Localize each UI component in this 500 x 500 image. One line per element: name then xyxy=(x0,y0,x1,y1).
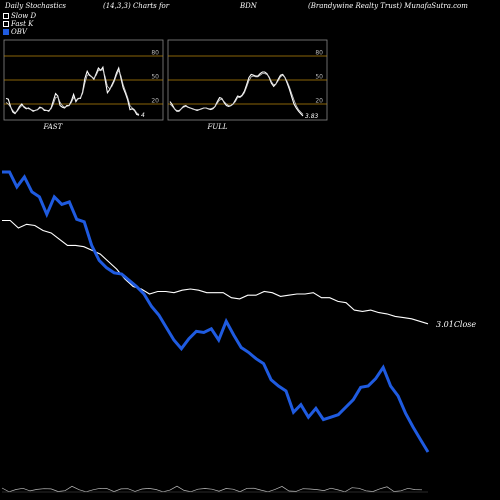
legend-obv: OBV xyxy=(3,28,27,36)
tick-label: 20 xyxy=(315,98,323,105)
stoch-line xyxy=(169,73,304,115)
volume-trace xyxy=(1,485,423,493)
chart-title: Daily Stochastics xyxy=(5,2,67,10)
company-name: (Brandywine Realty Trust) MunafaSutra.co… xyxy=(308,2,468,10)
legend-swatch xyxy=(3,29,9,35)
close-line xyxy=(2,219,429,325)
close-value-label: 3.01Close xyxy=(436,320,476,329)
legend-label: Slow D xyxy=(11,12,37,20)
panel-label: FULL xyxy=(207,123,228,131)
tick-label: 80 xyxy=(151,50,159,57)
legend-slow-d: Slow D xyxy=(3,12,36,20)
stoch-line xyxy=(5,69,140,115)
legend-label: Fast K xyxy=(11,20,34,28)
last-value-label: 4 xyxy=(141,112,145,119)
legend-label: OBV xyxy=(11,28,27,36)
stoch-line xyxy=(5,65,140,116)
tick-label: 50 xyxy=(315,74,323,81)
tick-label: 20 xyxy=(151,98,159,105)
obv-line xyxy=(2,170,430,453)
tick-label: 50 xyxy=(151,74,159,81)
panel-label: FAST xyxy=(43,123,64,131)
legend-swatch xyxy=(3,21,9,27)
tick-label: 80 xyxy=(315,50,323,57)
stoch-line xyxy=(169,71,304,117)
ticker: BDN xyxy=(240,2,257,10)
legend-swatch xyxy=(3,13,9,19)
chart-params: (14,3,3) Charts for xyxy=(103,2,170,10)
last-value-label: 3.83 xyxy=(305,113,319,120)
legend-fast-k: Fast K xyxy=(3,20,33,28)
